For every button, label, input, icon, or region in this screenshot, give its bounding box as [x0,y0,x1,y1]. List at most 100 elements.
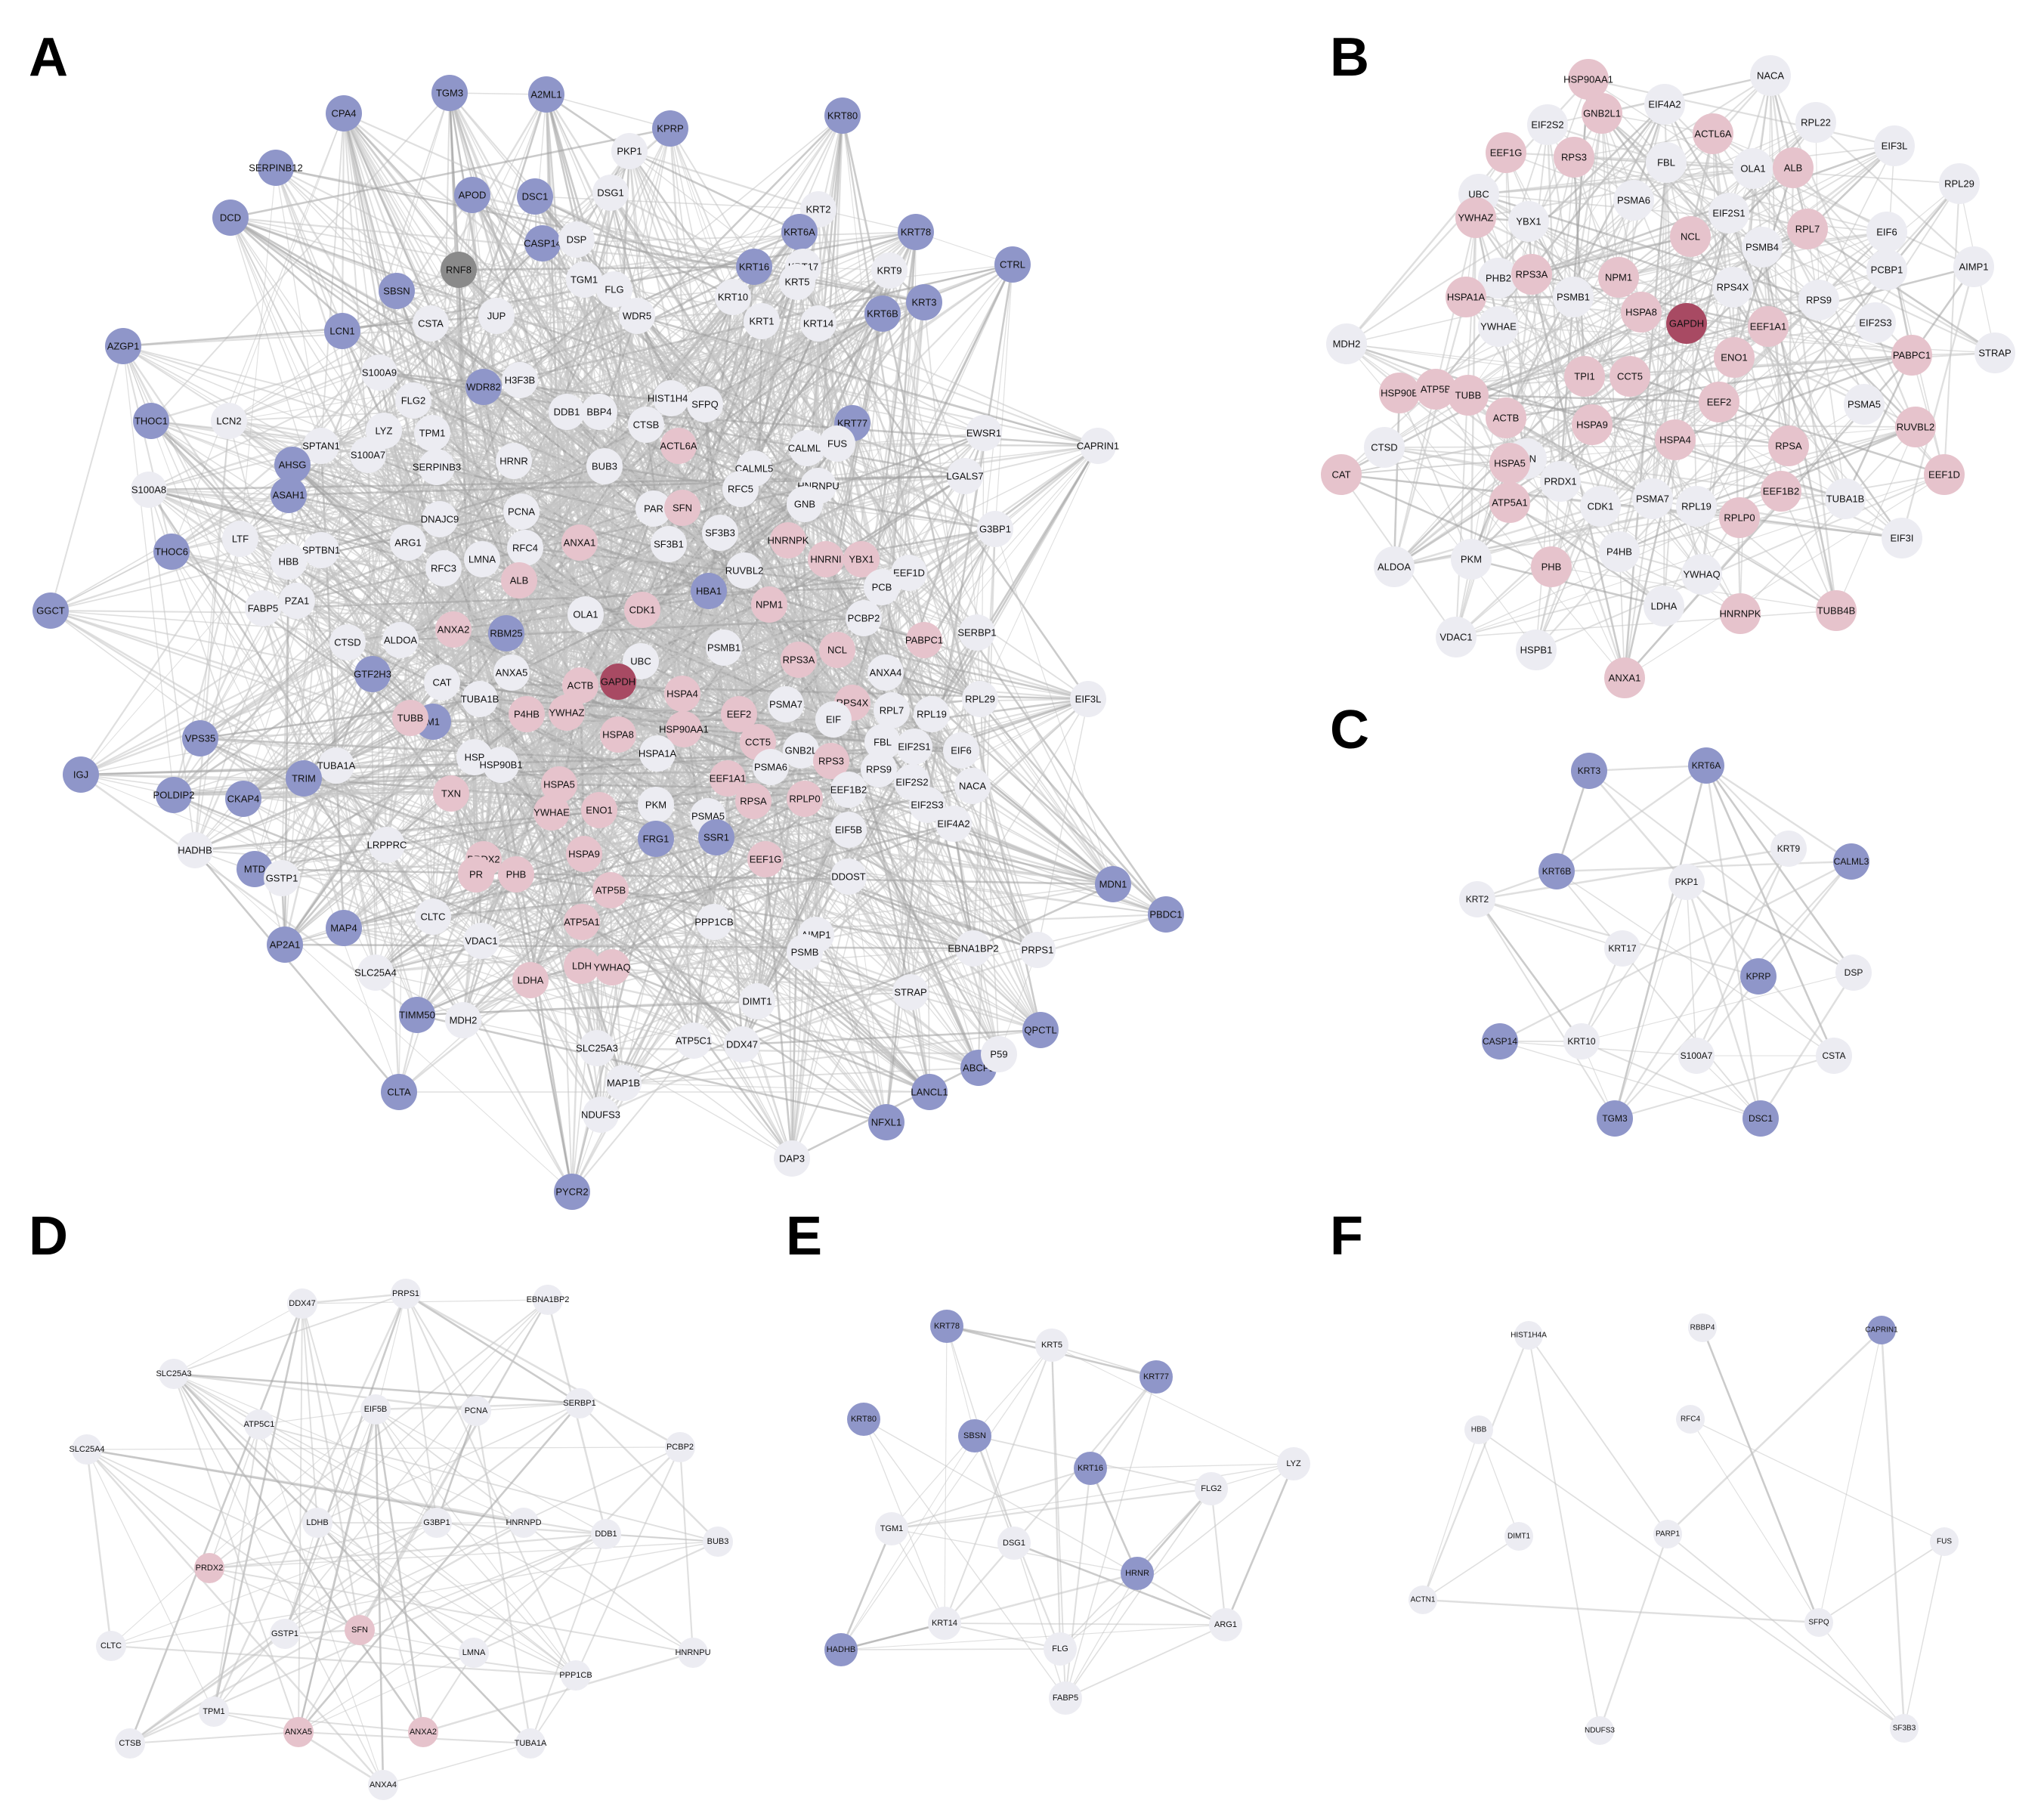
node-e-krt14: KRT14 [928,1607,961,1640]
network-edge [583,853,974,949]
node-label: ACTL6A [1694,128,1731,140]
node-label: KRT3 [1578,766,1601,776]
network-edge [173,1373,299,1733]
node-circle [596,271,632,308]
network-edge [519,379,580,543]
node-d-slc25a4: SLC25A4 [69,1434,105,1465]
network-edge [407,542,520,581]
network-edge [1614,848,1789,1119]
node-b-hspb1: HSPB1 [1516,630,1557,670]
node-b-psmb1: PSMB1 [1553,277,1594,317]
network-edge [1478,1429,1905,1729]
network-edge [1900,266,1975,539]
network-edge [1584,286,1733,377]
network-edge [1089,1468,1139,1574]
network-edge [317,1522,531,1744]
node-d-ddx47: DDX47 [287,1288,317,1319]
node-a-tgm1: TGM1 [566,261,602,298]
node-label: CLTC [100,1641,122,1650]
node-a-casp14: CASP14 [524,225,561,261]
network-edge [1818,1329,1882,1623]
network-edge [432,721,1041,1031]
node-label: SFPQ [691,399,718,410]
node-label: SERBP1 [957,627,996,639]
node-e-lyz: LYZ [1277,1447,1310,1480]
network-edge [1815,122,1974,268]
node-a-psmb1: PSMB1 [706,630,742,666]
network-edge [359,1410,477,1631]
node-b-ola1: OLA1 [1733,148,1773,189]
node-label: ANXA2 [410,1728,437,1737]
node-label: RPL7 [1795,224,1820,235]
network-edge [1705,765,1852,862]
node-a-dsc1: DSC1 [517,178,553,215]
network-edge [213,1711,424,1733]
network-edge [1770,75,1782,492]
node-label: STRAP [1978,348,2011,359]
node-b-eif3i: EIF3I [1882,518,1922,558]
network-edge [129,1632,286,1745]
node-label: FABP5 [1053,1694,1078,1703]
network-edge [944,1344,1053,1624]
node-label: EEF1D [893,568,925,579]
node-circle [133,403,169,439]
node-label: A2ML1 [530,89,561,101]
node-a-dsp: DSP [558,221,595,258]
node-label: KRT77 [837,418,867,429]
node-label: PHB [1542,561,1562,573]
node-b-ywhaz: YWHAZ [1455,197,1496,238]
node-label: EWSR1 [966,428,1001,439]
node-circle [779,264,815,300]
network-edge [275,167,322,447]
node-label: SERPINB12 [249,162,303,174]
network-edge [172,538,242,796]
network-edge [473,1446,681,1653]
node-label: THOC1 [135,416,168,427]
node-a-bub3: BUB3 [586,448,623,484]
node-label: APOD [459,190,487,201]
node-label: SF3B3 [1893,1725,1916,1733]
node-label: GNB [794,499,815,510]
network-edge [199,642,348,739]
node-circle [652,110,688,147]
network-edge [891,1487,1212,1530]
network-edge [802,266,925,303]
network-edge [122,302,925,347]
node-label: VDAC1 [1439,632,1472,643]
network-edge [1695,848,1790,1056]
node-a-trim: TRIM [286,760,322,797]
network-edge [882,741,979,1069]
network-edge [1477,847,1789,901]
network-edge [122,345,173,552]
network-edge [462,934,817,1021]
node-label: PCNA [508,506,535,518]
node-label: KRT80 [827,110,858,122]
network-edge [209,1533,607,1570]
node-label: KRT10 [718,292,748,303]
node-a-rpl29: RPL29 [962,681,998,717]
node-label: SFPQ [1808,1619,1829,1627]
node-a-timm50: TIMM50 [399,997,435,1033]
node-label: HSP90AA1 [659,724,709,735]
node-f-hist1h4a: HIST1H4A [1511,1321,1547,1350]
node-a-phb: PHB [498,856,534,892]
node-d-lmna: LMNA [459,1638,489,1668]
node-a-s100a7: S100A7 [350,437,386,473]
node-a-hspa4: HSPA4 [664,676,700,712]
node-a-sf3b3: SF3B3 [702,515,738,551]
network-edge [1581,972,1854,1042]
node-e-krt5: KRT5 [1035,1329,1068,1362]
network-edge [298,1303,303,1733]
node-a-krt16: KRT16 [736,249,772,285]
node-a-asah1: ASAH1 [271,477,307,513]
network-edge [367,454,654,509]
node-a-cpa4: CPA4 [326,95,362,131]
network-edge [1584,145,1895,377]
node-label: LTF [232,534,249,545]
node-b-aimp1: AIMP1 [1953,246,1994,287]
node-circle [736,249,772,285]
network-edge [230,127,671,219]
node-e-krt78: KRT78 [930,1310,963,1343]
network-edge [716,836,1114,886]
network-edge [1470,558,1665,608]
